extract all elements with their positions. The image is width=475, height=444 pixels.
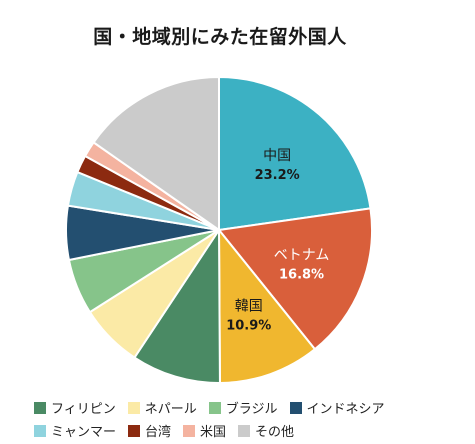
pie-slice-3 <box>133 226 221 384</box>
legend-item: インドネシア <box>289 398 385 417</box>
slice-value-1: 16.8% <box>279 268 324 283</box>
legend-swatch <box>238 424 251 437</box>
legend-swatch <box>128 424 141 437</box>
legend-row: フィリピン ネパール ブラジル インドネシア <box>34 398 464 417</box>
pie-slice-2 <box>217 227 317 385</box>
legend-item: ネパール <box>127 398 197 417</box>
legend-swatch <box>208 401 221 414</box>
legend-item: その他 <box>238 421 294 440</box>
legend-swatch <box>34 401 46 414</box>
legend-swatch <box>34 424 46 437</box>
legend-item: ミャンマー <box>34 421 116 440</box>
legend-swatch <box>183 424 196 437</box>
legend-item: フィリピン <box>34 398 116 417</box>
legend-swatch <box>289 401 302 414</box>
legend-label: ネパール <box>144 402 197 417</box>
slice-value-0: 23.2% <box>255 168 300 183</box>
legend: フィリピン ネパール ブラジル インドネシアミャンマー 台湾 米国 その他 <box>34 398 464 444</box>
slice-label-0: 中国 <box>263 148 291 164</box>
legend-label: ブラジル <box>225 402 278 417</box>
legend-item: 米国 <box>183 421 226 440</box>
legend-label: インドネシア <box>306 402 385 417</box>
legend-label: フィリピン <box>51 402 116 417</box>
legend-item: ブラジル <box>208 398 278 417</box>
pie-chart: 中国 23.2% ベトナム 16.8% 韓国 10.9% <box>65 75 373 385</box>
legend-label: 米国 <box>200 425 227 440</box>
slice-label-2: 韓国 <box>235 299 263 315</box>
pie-slice-10 <box>92 75 220 232</box>
pie-slice-0 <box>218 75 372 232</box>
legend-row: ミャンマー 台湾 米国 その他 <box>34 421 464 440</box>
legend-swatch <box>127 401 140 414</box>
chart-title: 国・地域別にみた在留外国人 <box>93 26 347 48</box>
slice-label-1: ベトナム <box>274 248 330 264</box>
legend-item: 台湾 <box>128 421 171 440</box>
legend-label: 台湾 <box>145 425 172 440</box>
legend-label: その他 <box>255 425 295 440</box>
slice-value-2: 10.9% <box>226 319 271 334</box>
pie-slice-1 <box>217 207 373 351</box>
legend-label: ミャンマー <box>51 425 117 440</box>
